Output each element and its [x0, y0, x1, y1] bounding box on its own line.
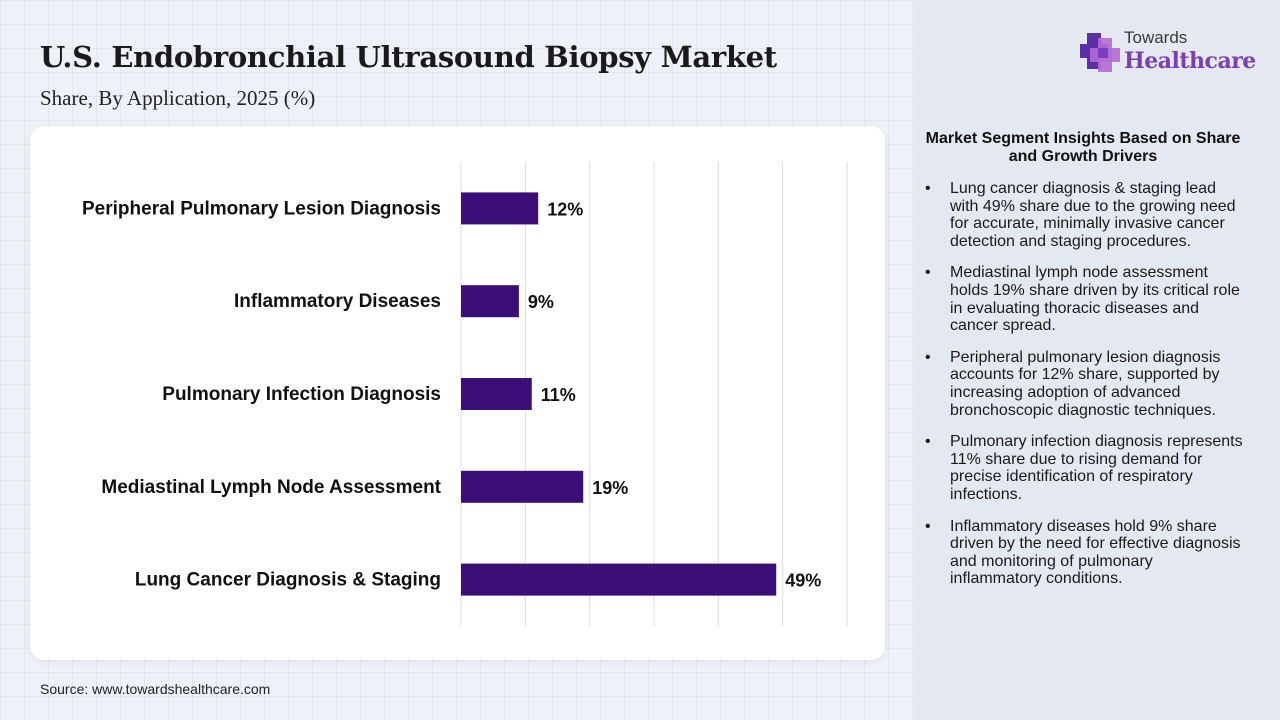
bar [461, 563, 777, 596]
insight-text: Pulmonary infection diagnosis represents… [950, 433, 1243, 503]
brand-logo: Towards Healthcare [1080, 28, 1260, 78]
bar [461, 285, 519, 318]
insights-title: Market Segment Insights Based on Share a… [925, 130, 1241, 165]
category-label: Inflammatory Diseases [234, 291, 441, 312]
source-note: Source: www.towardshealthcare.com [40, 681, 271, 697]
insight-item: • Pulmonary infection diagnosis represent… [922, 433, 1244, 503]
insight-item: • Mediastinal lymph node assessment holds… [922, 264, 1244, 334]
data-label: 19% [592, 478, 628, 498]
data-label: 12% [547, 199, 583, 219]
logo-text-top: Towards [1124, 28, 1188, 47]
insights-list: • Lung cancer diagnosis & staging lead wi… [922, 180, 1244, 602]
insight-text: Mediastinal lymph node assessment holds … [950, 264, 1240, 335]
bar [461, 192, 539, 225]
insight-text: Lung cancer diagnosis & staging lead wit… [950, 180, 1236, 250]
category-label: Pulmonary Infection Diagnosis [162, 384, 441, 405]
bullet-icon: • [925, 348, 931, 366]
page-title: U.S. Endobronchial Ultrasound Biopsy Mar… [40, 40, 777, 74]
data-label: 49% [785, 571, 821, 591]
bar-chart: Peripheral Pulmonary Lesion Diagnosis 12%… [82, 162, 848, 626]
bullet-icon: • [925, 264, 931, 282]
bar [461, 378, 532, 410]
data-label: 11% [541, 385, 576, 405]
chart-card: Peripheral Pulmonary Lesion Diagnosis 12%… [30, 126, 885, 660]
logo-text-main: Healthcare [1124, 48, 1256, 74]
insight-text: Peripheral pulmonary lesion diagnosis ac… [950, 348, 1221, 419]
insight-text: Inflammatory diseases hold 9% share driv… [950, 517, 1241, 588]
category-label: Peripheral Pulmonary Lesion Diagnosis [82, 198, 441, 219]
bullet-icon: • [925, 517, 931, 535]
insight-item: • Peripheral pulmonary lesion diagnosis a… [922, 349, 1244, 419]
bullet-icon: • [925, 433, 931, 451]
bar [461, 470, 584, 503]
category-label: Mediastinal Lymph Node Assessment [101, 477, 441, 498]
insights-panel [914, 0, 1280, 720]
category-label: Lung Cancer Diagnosis & Staging [135, 570, 441, 591]
data-label: 9% [528, 292, 554, 312]
page-subtitle: Share, By Application, 2025 (%) [40, 86, 316, 110]
insight-item: • Inflammatory diseases hold 9% share dri… [922, 518, 1244, 588]
cross-logo-icon [1080, 33, 1120, 72]
insight-item: • Lung cancer diagnosis & staging lead wi… [922, 180, 1244, 250]
bullet-icon: • [925, 180, 931, 197]
